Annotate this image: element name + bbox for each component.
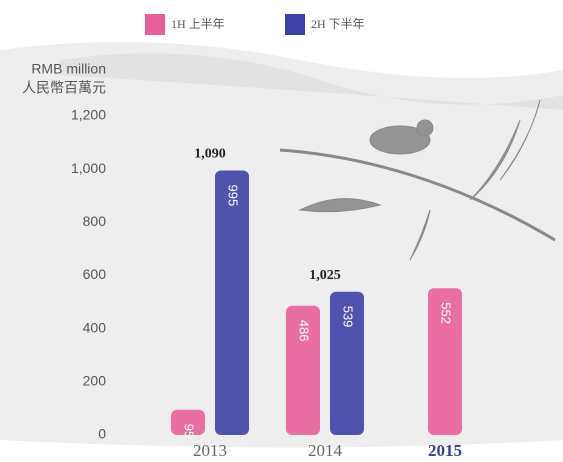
bird-bamboo-decoration (279, 99, 556, 261)
legend-label: 1H 上半年 (171, 17, 225, 31)
bar (286, 305, 320, 435)
bar (428, 288, 462, 435)
y-axis-label: RMB million (31, 61, 106, 77)
bar-value-label: 552 (439, 302, 454, 324)
y-tick-label: 1,200 (71, 107, 106, 123)
total-label: 1,090 (194, 147, 226, 162)
y-tick-label: 200 (83, 373, 107, 389)
bar (215, 170, 249, 435)
bar-value-label: 486 (297, 320, 312, 342)
y-tick-label: 0 (98, 426, 106, 442)
bar-value-label: 95 (182, 424, 197, 438)
x-tick-label: 2014 (308, 441, 343, 460)
bar (171, 409, 205, 435)
y-tick-label: 1,000 (71, 160, 106, 176)
legend-label: 2H 下半年 (311, 17, 365, 31)
x-tick-label: 2013 (193, 441, 227, 460)
total-label: 1,025 (309, 268, 341, 283)
y-tick-label: 600 (83, 266, 107, 282)
y-tick-label: 800 (83, 213, 107, 229)
y-axis-label: 人民幣百萬元 (22, 80, 106, 96)
y-tick-label: 400 (83, 319, 107, 335)
x-tick-label: 2015 (428, 441, 462, 460)
bar-value-label: 995 (226, 184, 241, 206)
bar (330, 291, 364, 435)
background-stroke (60, 53, 563, 110)
legend-swatch (145, 14, 165, 35)
legend-swatch (285, 14, 305, 35)
bar-value-label: 539 (341, 306, 356, 328)
